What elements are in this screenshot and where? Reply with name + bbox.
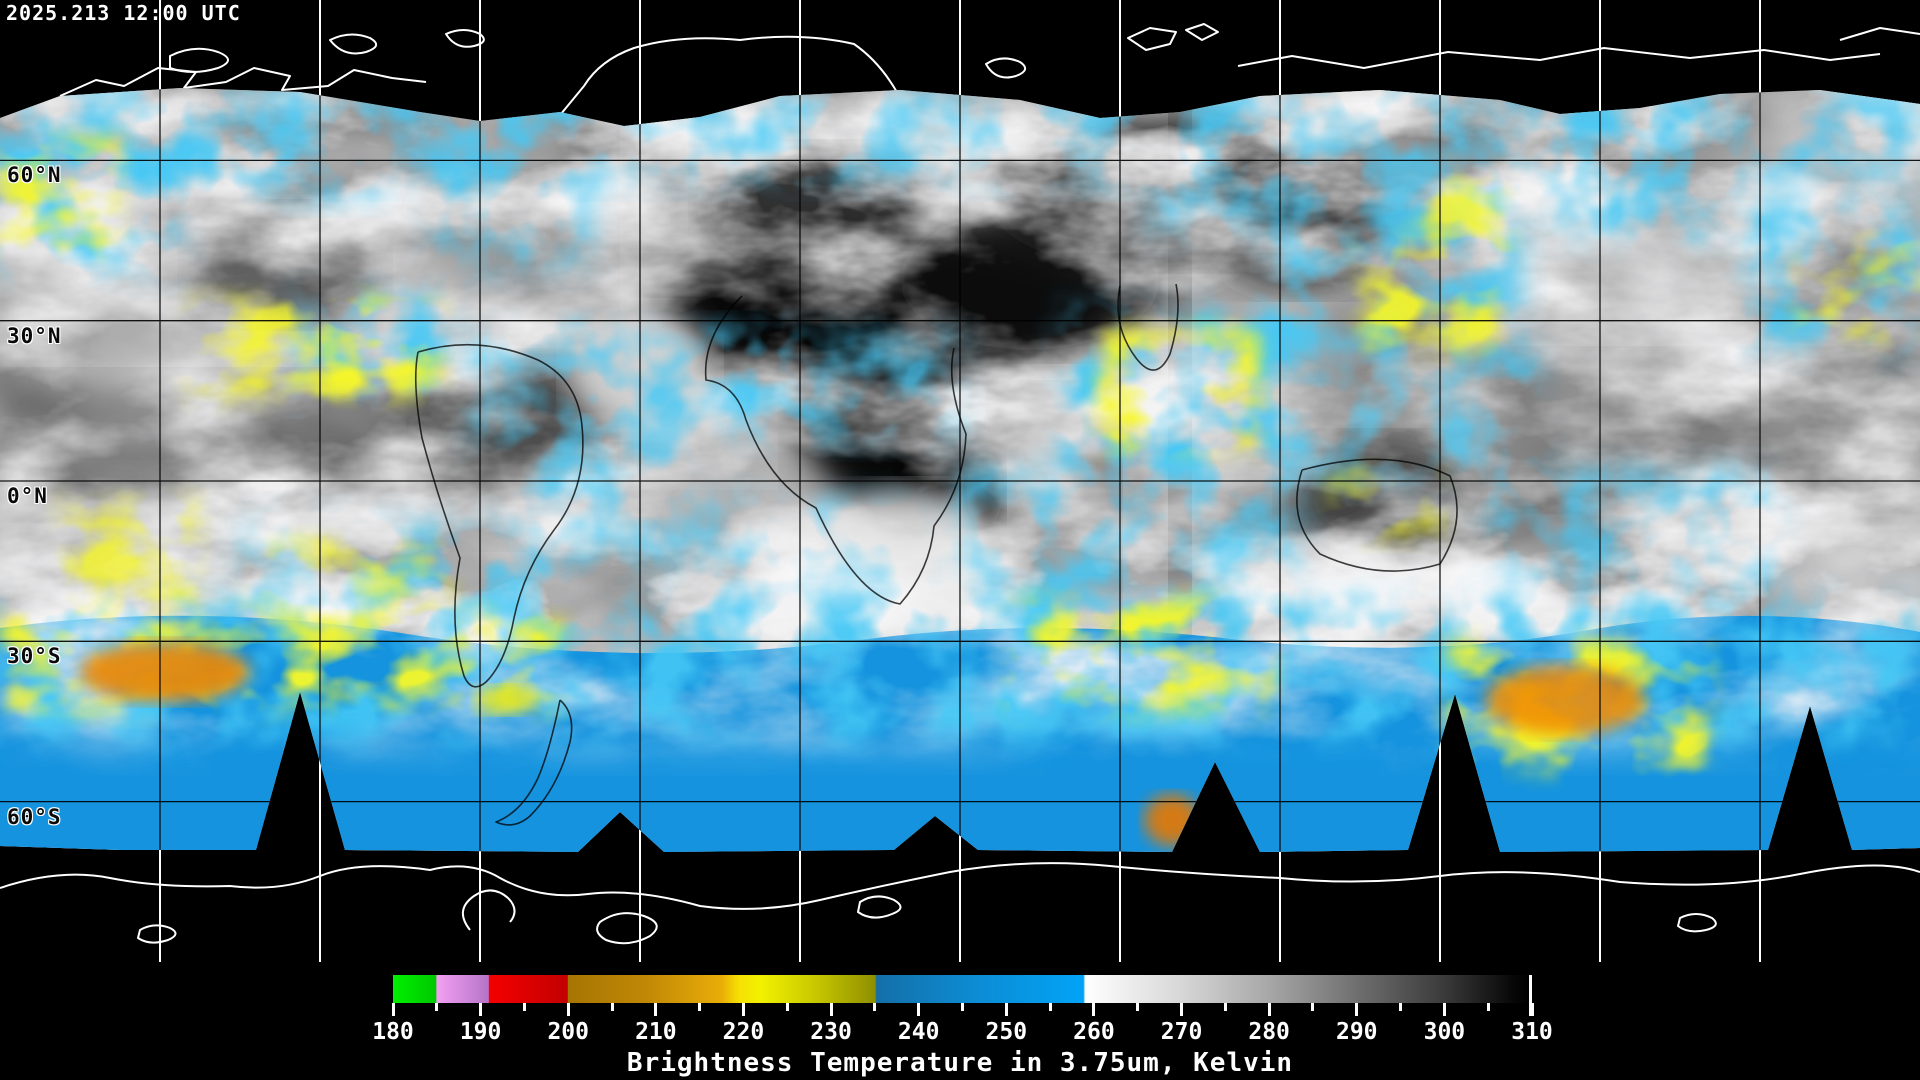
colorbar-tick-label: 230	[810, 1019, 852, 1045]
colorbar-caption: Brightness Temperature in 3.75um, Kelvin	[626, 1048, 1294, 1078]
colorbar-major-tick	[391, 1003, 395, 1016]
colorbar-panel: 180 190 200 210 220 230 240 250 260 270 280 290 300 3…	[0, 962, 1920, 1080]
colorbar-major-tick	[1092, 1003, 1096, 1016]
colorbar-major-tick	[1004, 1003, 1008, 1016]
colorbar-major-tick	[654, 1003, 658, 1016]
colorbar-tick-label: 180	[372, 1019, 414, 1045]
colorbar-major-tick	[917, 1003, 921, 1016]
colorbar-minor-tick	[522, 1003, 526, 1011]
colorbar-minor-tick	[610, 1003, 614, 1011]
colorbar-major-tick	[1180, 1003, 1184, 1016]
colorbar-major-tick	[1355, 1003, 1359, 1016]
colorbar-major-tick	[1267, 1003, 1271, 1016]
cold-core-orange-right	[1485, 665, 1645, 735]
colorbar-minor-tick	[1486, 1003, 1490, 1011]
antarctic-coastlines	[0, 862, 1920, 945]
colorbar-major-tick	[566, 1003, 570, 1016]
timestamp: 2025.213 12:00 UTC	[6, 1, 241, 25]
colorbar-major-tick	[741, 1003, 745, 1016]
latitude-label: 30°S	[7, 644, 62, 669]
colorbar-tick-label: 250	[985, 1019, 1028, 1045]
colorbar-tick-label: 240	[897, 1019, 940, 1045]
colorbar-tick-label: 200	[547, 1019, 589, 1045]
colorbar-tick-label: 300	[1423, 1019, 1466, 1045]
colorbar-minor-tick	[961, 1003, 964, 1011]
colorbar-major-tick	[1530, 1003, 1534, 1016]
colorbar-tick-label: 270	[1160, 1019, 1203, 1045]
arctic-coastlines	[59, 23, 1920, 123]
colorbar-minor-tick	[1311, 1003, 1315, 1011]
latitude-label: 60°S	[7, 804, 62, 829]
colorbar-tick-label: 290	[1335, 1019, 1378, 1045]
colorbar-major-tick	[479, 1003, 483, 1016]
colorbar-tick-label: 220	[722, 1019, 765, 1045]
colorbar-minor-tick	[1223, 1003, 1227, 1011]
colorbar-right-edge	[1529, 975, 1532, 1016]
colorbar-tick-label: 190	[459, 1019, 502, 1045]
colorbar-tick-label: 210	[635, 1019, 677, 1045]
colorbar-minor-tick	[1048, 1003, 1052, 1011]
colorbar-major-tick	[1442, 1003, 1446, 1016]
colorbar-minor-tick	[873, 1003, 877, 1011]
colorbar-tick-label: 280	[1248, 1019, 1290, 1045]
colorbar-minor-tick	[1136, 1003, 1140, 1011]
colorbar-minor-tick	[435, 1003, 439, 1011]
colorbar-major-tick	[829, 1003, 833, 1016]
satellite-map	[0, 0, 1920, 962]
latitude-label: 0°N	[7, 484, 48, 508]
cold-core-orange-left	[80, 642, 250, 702]
colorbar-tick-label: 310	[1511, 1019, 1553, 1045]
colorbar-minor-tick	[1399, 1003, 1403, 1011]
colorbar-minor-tick	[785, 1003, 789, 1011]
colorbar-gradient	[393, 975, 1532, 1003]
colorbar-tick-label: 260	[1073, 1019, 1115, 1045]
latitude-label: 60°N	[7, 163, 62, 188]
grid-data-layer	[0, 88, 1920, 852]
colorbar-minor-tick	[698, 1003, 702, 1011]
latitude-label: 30°N	[7, 323, 62, 348]
